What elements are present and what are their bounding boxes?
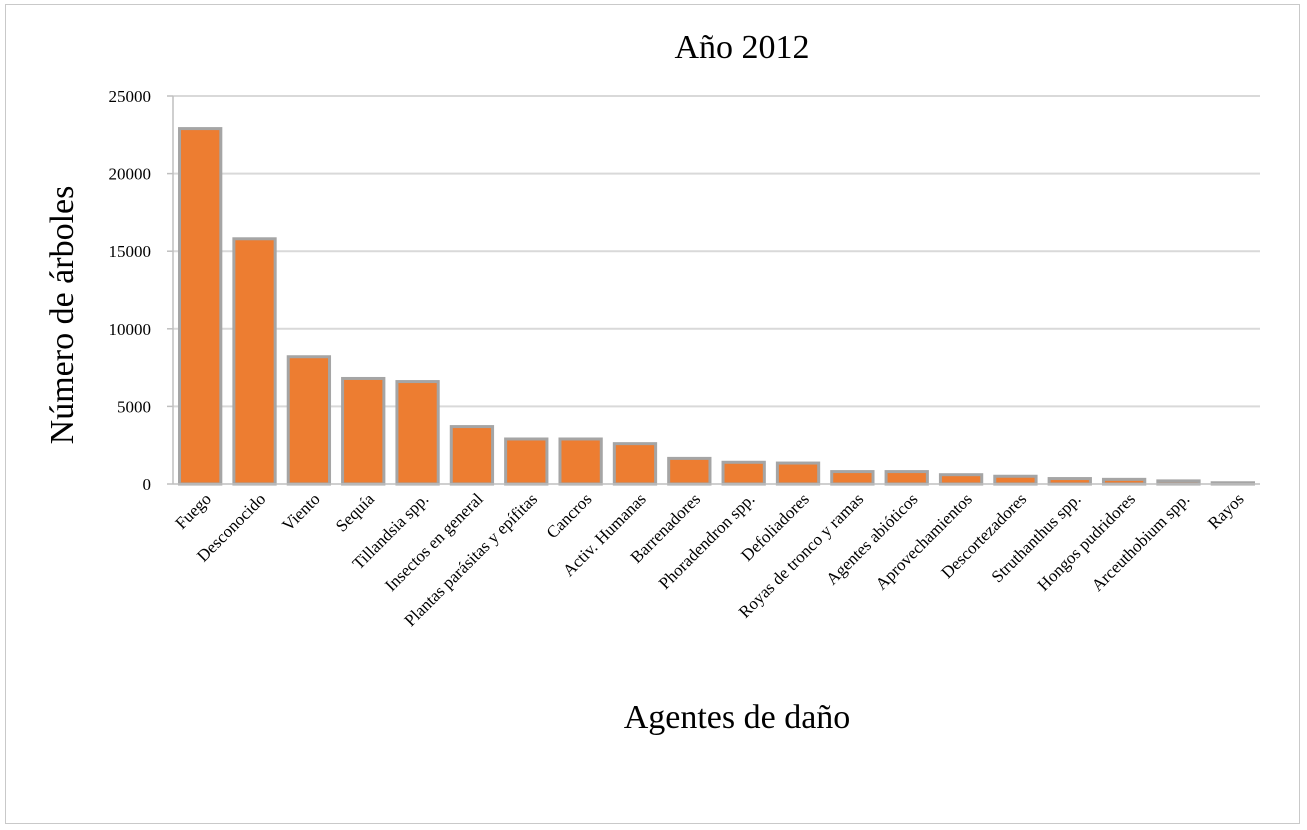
bar-13: [884, 470, 929, 486]
x-tick-label: Insectos en general: [381, 489, 487, 595]
x-tick-label: Phoradendron spp.: [655, 489, 759, 593]
bar-7: [558, 437, 603, 486]
bar-12: [830, 470, 875, 486]
bar-3: [341, 376, 386, 486]
y-tick-label: 25000: [109, 87, 152, 106]
y-tick-label: 10000: [109, 320, 152, 339]
bar-10: [721, 460, 766, 486]
bar-6: [504, 437, 549, 486]
bar-1: [232, 237, 277, 486]
x-tick-label: Fuego: [172, 489, 215, 532]
y-tick-label: 15000: [109, 242, 152, 261]
y-tick-label: 0: [143, 475, 152, 494]
x-tick-label: Rayos: [1204, 489, 1247, 532]
y-axis: 0 5000 10000 15000 20000 25000: [109, 87, 174, 494]
bar-4: [395, 380, 440, 486]
x-tick-label: Arceuthobium spp.: [1088, 489, 1194, 595]
x-tick-label: Aprovechamientos: [872, 489, 976, 593]
chart-title: Año 2012: [674, 29, 809, 66]
y-axis-title: Número de árboles: [44, 186, 81, 445]
x-tick-label: Sequía: [332, 489, 378, 535]
gridlines: [173, 95, 1260, 408]
bar-11: [775, 461, 821, 486]
x-tick-label: Cancros: [543, 489, 596, 542]
bars: [178, 127, 1255, 486]
bar-5: [449, 425, 495, 486]
x-tick-label: Agentes abióticos: [822, 489, 921, 588]
bar-0: [178, 127, 223, 486]
x-tick-label: Viento: [278, 489, 323, 534]
bar-16: [1047, 477, 1092, 486]
bar-8: [612, 442, 658, 486]
x-axis-title: Agentes de daño: [624, 699, 851, 736]
bar-9: [667, 456, 712, 486]
y-tick-label: 5000: [117, 397, 151, 416]
y-tick-label: 20000: [109, 165, 152, 184]
bar-14: [938, 473, 984, 486]
bar-15: [993, 474, 1038, 486]
bar-2: [286, 355, 332, 486]
x-tick-label: Hongos pudridores: [1034, 489, 1139, 594]
